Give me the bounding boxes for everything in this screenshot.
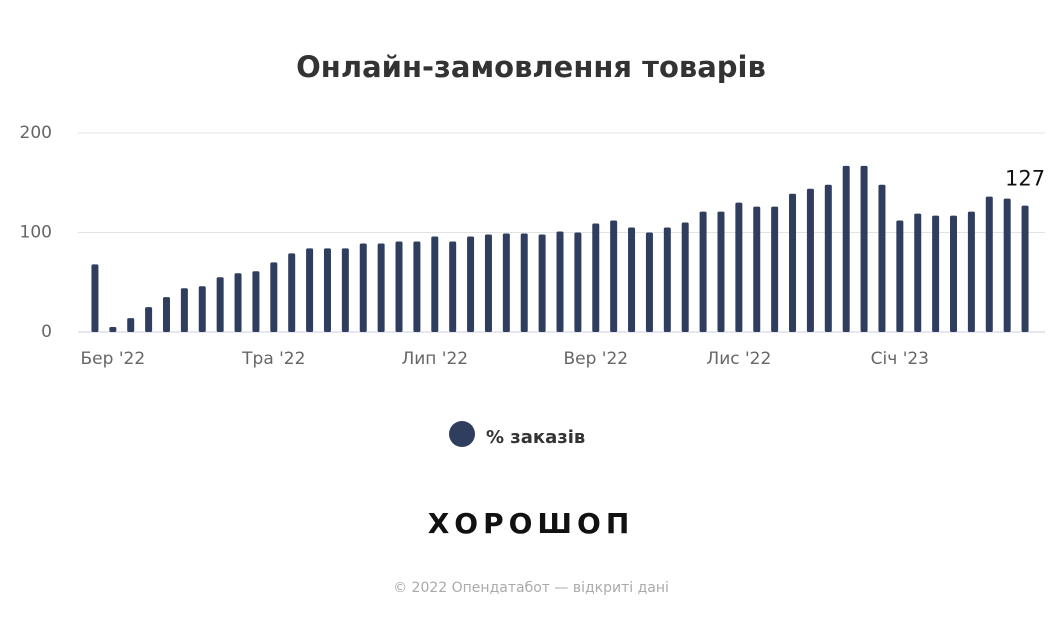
bar	[896, 220, 904, 332]
bar	[950, 215, 958, 332]
bar	[377, 243, 385, 332]
bar	[610, 220, 618, 332]
bar	[1021, 205, 1029, 332]
bar	[288, 253, 296, 332]
bar	[985, 196, 993, 332]
bar	[431, 236, 439, 332]
bar	[127, 318, 135, 332]
x-tick-label: Вер '22	[563, 349, 628, 369]
bar	[538, 234, 546, 332]
bar	[234, 273, 242, 332]
bar	[145, 307, 153, 332]
bar	[967, 211, 975, 332]
bar	[91, 264, 99, 332]
bar	[753, 206, 761, 332]
y-tick-label: 100	[20, 223, 52, 243]
footer: © 2022 Опендатабот — відкриті дані	[393, 580, 669, 596]
bar	[109, 327, 117, 332]
bar	[323, 248, 331, 332]
bar	[592, 223, 600, 332]
bar	[628, 227, 636, 332]
bar	[932, 215, 940, 332]
x-tick-label: Лис '22	[706, 349, 771, 369]
bar	[198, 286, 206, 332]
y-tick-label: 0	[41, 322, 52, 342]
bar	[789, 193, 797, 332]
bar	[574, 232, 582, 332]
bar	[359, 243, 367, 332]
y-tick-label: 200	[20, 123, 52, 143]
chart-title: Онлайн-замовлення товарів	[296, 50, 766, 84]
bar	[878, 184, 886, 332]
bar	[341, 248, 349, 332]
bar	[449, 241, 457, 332]
bar	[1003, 198, 1011, 332]
bar	[645, 232, 653, 332]
x-tick-label: Січ '23	[871, 349, 929, 369]
bar	[467, 236, 475, 332]
x-tick-label: Лип '22	[401, 349, 468, 369]
bar	[413, 241, 421, 332]
bar	[842, 165, 850, 332]
bar	[914, 213, 922, 332]
bar	[860, 165, 868, 332]
bar	[824, 184, 832, 332]
bar	[735, 202, 743, 332]
bar	[663, 227, 671, 332]
bar	[395, 241, 403, 332]
logo: ХОРОШОП	[428, 507, 635, 540]
bar	[520, 233, 528, 332]
bar	[699, 211, 707, 332]
value-label: 127	[1005, 167, 1045, 191]
bar	[556, 231, 564, 332]
legend-label: % заказів	[486, 427, 585, 448]
bar	[306, 248, 314, 332]
bar	[771, 206, 779, 332]
bar	[216, 277, 224, 332]
bar	[806, 188, 814, 332]
bar	[252, 271, 260, 332]
bar	[717, 211, 725, 332]
x-tick-label: Тра '22	[241, 349, 305, 369]
bar	[270, 262, 278, 332]
bar	[681, 222, 689, 332]
bar	[502, 233, 510, 332]
bar	[162, 297, 170, 332]
bar	[180, 288, 188, 332]
bar	[484, 234, 492, 332]
x-tick-label: Бер '22	[81, 349, 146, 369]
legend-marker	[449, 421, 475, 447]
